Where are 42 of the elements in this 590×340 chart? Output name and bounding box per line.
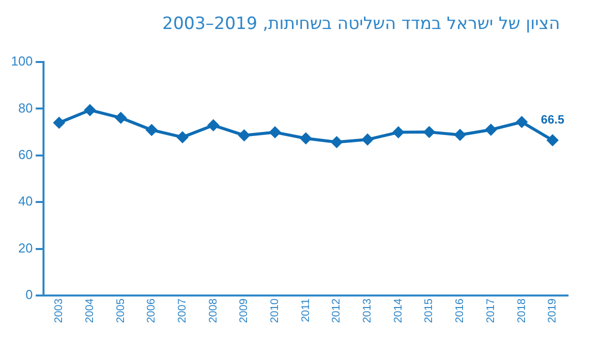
point: [331, 136, 342, 148]
x-tick-label: 2019: [546, 298, 559, 324]
x-tick-label: 2017: [484, 298, 497, 324]
y-tick-label: 0: [25, 287, 33, 302]
x-tick-label: 2010: [269, 298, 282, 324]
x-tick-label: 2004: [84, 298, 96, 324]
point: [208, 120, 219, 131]
point: [454, 129, 466, 140]
point: [238, 130, 250, 141]
point: [485, 124, 496, 136]
point: [424, 126, 435, 138]
y-tick-label: 80: [18, 100, 33, 116]
x-tick-label: 2013: [362, 298, 374, 324]
x-tick-label: 2009: [238, 298, 250, 324]
x-tick-label: 2006: [146, 298, 158, 324]
x-tick-label: 2015: [423, 298, 436, 324]
data-label: 66.5: [540, 112, 565, 127]
x-tick-label: 2016: [454, 298, 466, 324]
x-tick-label: 2003: [53, 298, 66, 324]
point: [516, 116, 528, 128]
y-tick-label: 20: [18, 240, 33, 256]
point: [392, 126, 404, 138]
x-tick-label: 2014: [392, 298, 404, 324]
y-tick-label: 40: [18, 194, 33, 209]
point: [362, 134, 374, 146]
x-tick-label: 2018: [516, 298, 528, 324]
y-tick-label: 100: [10, 54, 33, 69]
point: [84, 104, 96, 116]
point: [115, 112, 126, 124]
point: [300, 132, 312, 144]
x-tick-label: 2008: [207, 298, 220, 324]
x-tick-label: 2007: [176, 298, 189, 324]
x-tick-label: 2011: [300, 298, 312, 322]
chart-title: הציון של ישראל במדד השליטה בשחיתות, 2019–2003: [161, 13, 561, 34]
x-tick-label: 2005: [114, 298, 127, 324]
y-tick-label: 60: [18, 146, 33, 162]
point: [547, 134, 558, 146]
point: [146, 124, 158, 136]
point: [54, 117, 65, 128]
x-tick-label: 2012: [330, 298, 343, 324]
point: [270, 126, 281, 138]
point: [176, 132, 188, 143]
